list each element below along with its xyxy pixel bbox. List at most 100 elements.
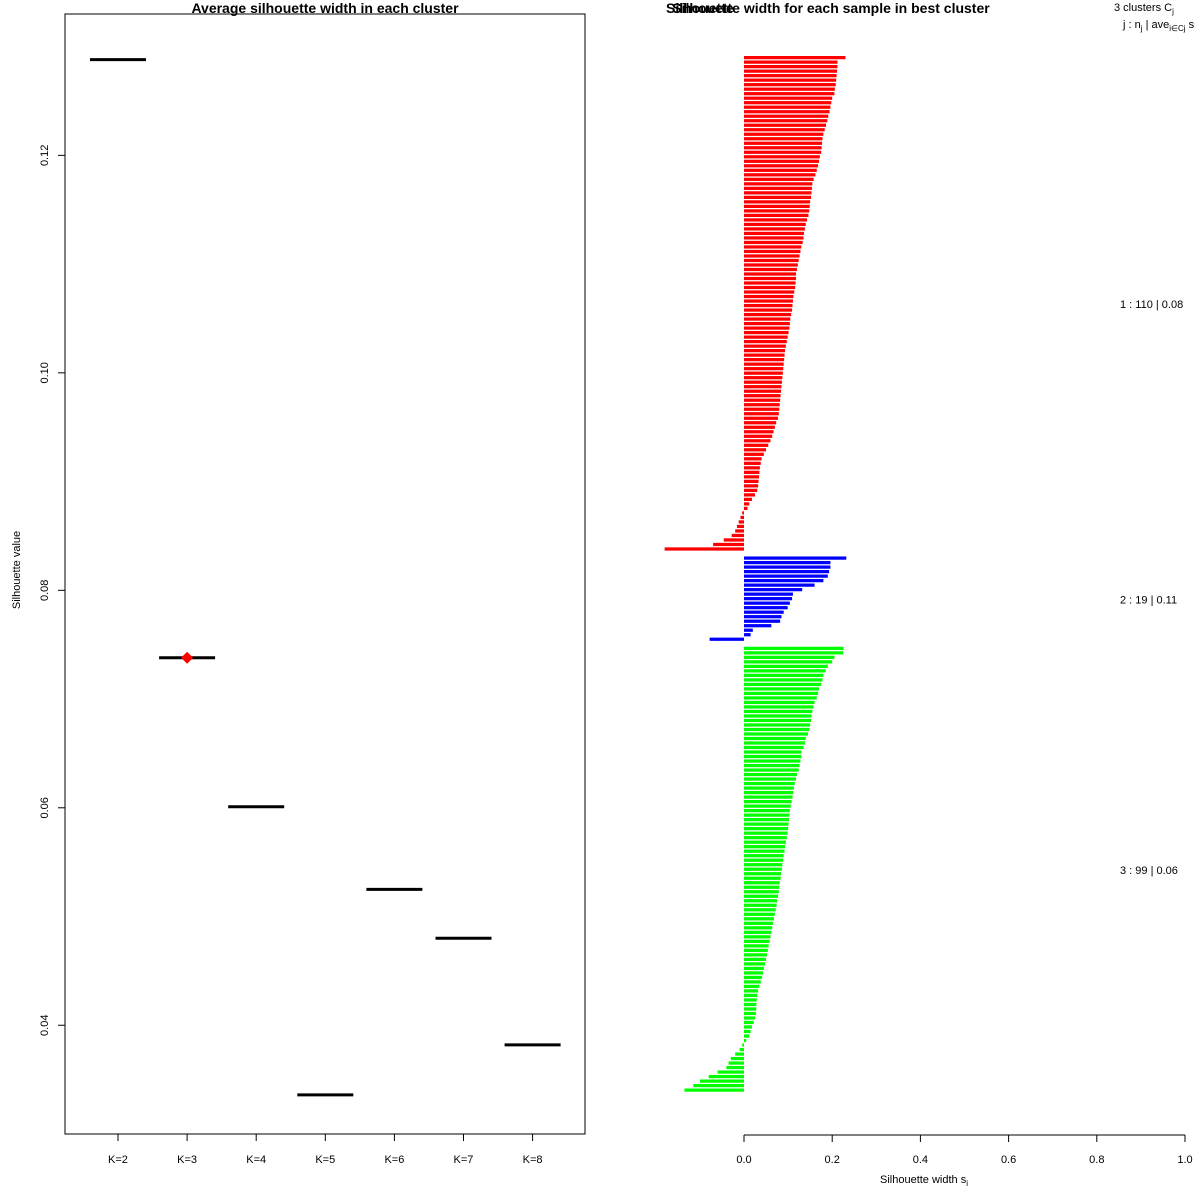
- silhouette-bar: [744, 1038, 747, 1043]
- right-x-axis: 0.0 0.2 0.4 0.6 0.8 1.0: [736, 1134, 1193, 1166]
- silhouette-bar: [744, 831, 788, 835]
- silhouette-bar: [744, 353, 785, 357]
- silhouette-bar: [744, 484, 759, 488]
- silhouette-bar: [744, 628, 753, 632]
- silhouette-bar: [744, 56, 846, 60]
- silhouette-bar: [744, 1002, 757, 1007]
- silhouette-bar: [744, 786, 794, 790]
- silhouette-bar: [744, 799, 792, 804]
- silhouette-bar: [744, 299, 793, 303]
- silhouette-bar: [744, 281, 796, 285]
- silhouette-bar: [744, 475, 759, 479]
- silhouette-bar: [744, 92, 835, 96]
- silhouette-bar: [744, 173, 816, 177]
- silhouette-bar: [744, 597, 793, 601]
- silhouette-bar: [744, 236, 804, 240]
- silhouette-bar: [693, 1083, 744, 1088]
- silhouette-bar: [735, 1052, 744, 1056]
- silhouette-bar: [744, 421, 777, 425]
- best-k-marker: [181, 651, 194, 664]
- silhouette-bar: [739, 1047, 744, 1052]
- silhouette-bar: [744, 330, 789, 335]
- right-overlapped-title: Silhouette: [666, 0, 734, 16]
- left-x-tick-label: K=6: [384, 1154, 404, 1166]
- silhouette-bar: [744, 948, 768, 952]
- silhouette-bar: [744, 777, 797, 781]
- silhouette-bar: [744, 583, 815, 587]
- silhouette-bar: [744, 137, 823, 141]
- silhouette-bar: [744, 957, 767, 962]
- silhouette-bar: [744, 633, 751, 637]
- silhouette-bar: [744, 660, 833, 664]
- silhouette-bar: [744, 867, 782, 871]
- silhouette-bar: [744, 664, 828, 668]
- silhouette-bar: [744, 975, 763, 980]
- silhouette-bar: [744, 303, 793, 308]
- silhouette-bar: [744, 65, 838, 69]
- silhouette-bar: [744, 971, 763, 975]
- silhouette-bar: [744, 254, 800, 258]
- silhouette-bar: [744, 272, 797, 276]
- left-x-tick-label: K=7: [454, 1154, 474, 1166]
- silhouette-bar: [744, 461, 761, 465]
- silhouette-bar: [744, 128, 825, 132]
- cluster-2-summary: 2 : 19 | 0.11: [1120, 594, 1177, 606]
- silhouette-bar: [744, 87, 835, 91]
- silhouette-bar: [744, 984, 760, 989]
- left-plot-frame: [64, 13, 586, 1135]
- silhouette-bar: [744, 245, 802, 249]
- silhouette-bar: [731, 533, 744, 538]
- left-y-axis-label: Silhouette value: [11, 531, 23, 609]
- silhouette-bar: [744, 227, 805, 231]
- silhouette-bar: [744, 132, 824, 136]
- silhouette-bar: [728, 1061, 744, 1065]
- silhouette-bar: [744, 926, 773, 930]
- right-chart-title: Silhouette width for each sample in best…: [672, 0, 990, 16]
- silhouette-bar: [744, 678, 823, 682]
- silhouette-bar: [744, 736, 806, 741]
- silhouette-bar: [744, 285, 796, 290]
- silhouette-bar: [744, 624, 772, 628]
- silhouette-bar: [744, 854, 784, 858]
- left-x-tick-label: K=5: [315, 1154, 335, 1166]
- silhouette-bar: [744, 822, 789, 826]
- silhouette-bar: [744, 610, 784, 614]
- silhouette-bar: [744, 944, 769, 948]
- silhouette-bar: [744, 371, 783, 375]
- silhouette-bar: [744, 177, 814, 181]
- silhouette-bar: [744, 601, 790, 605]
- silhouette-bar: [744, 745, 804, 750]
- left-y-axis: 0.04 0.06 0.08 0.10 0.12: [39, 145, 65, 1036]
- left-y-tick-label: 0.12: [39, 145, 51, 166]
- silhouette-bar: [744, 912, 775, 916]
- silhouette-bar: [744, 83, 836, 87]
- silhouette-bar: [744, 349, 786, 353]
- silhouette-bar: [744, 556, 847, 560]
- silhouette-bar: [744, 101, 832, 105]
- silhouette-bar: [744, 267, 797, 272]
- silhouette-bar: [744, 123, 827, 127]
- silhouette-bar: [744, 569, 830, 574]
- silhouette-bar: [738, 520, 744, 524]
- silhouette-bar: [744, 398, 781, 402]
- silhouette-bar: [699, 1079, 744, 1083]
- silhouette-bar: [744, 705, 814, 709]
- silhouette-bar: [744, 714, 812, 718]
- silhouette-bar: [744, 655, 835, 659]
- silhouette-bar: [744, 407, 780, 411]
- silhouette-bar: [744, 448, 767, 452]
- silhouette-bar: [744, 186, 812, 190]
- silhouette-bar: [742, 1043, 744, 1047]
- left-y-tick-label: 0.08: [39, 580, 51, 601]
- silhouette-bar: [744, 750, 802, 754]
- silhouette-bar: [744, 506, 748, 511]
- silhouette-bar: [744, 809, 790, 813]
- silhouette-bar: [744, 290, 795, 294]
- silhouette-bar: [709, 637, 744, 641]
- silhouette-bar: [744, 362, 784, 366]
- left-cluster-marks: [90, 58, 561, 1097]
- silhouette-bar: [744, 218, 808, 222]
- silhouette-bar: [744, 119, 828, 123]
- silhouette-bar: [744, 836, 787, 840]
- silhouette-bar: [744, 651, 844, 655]
